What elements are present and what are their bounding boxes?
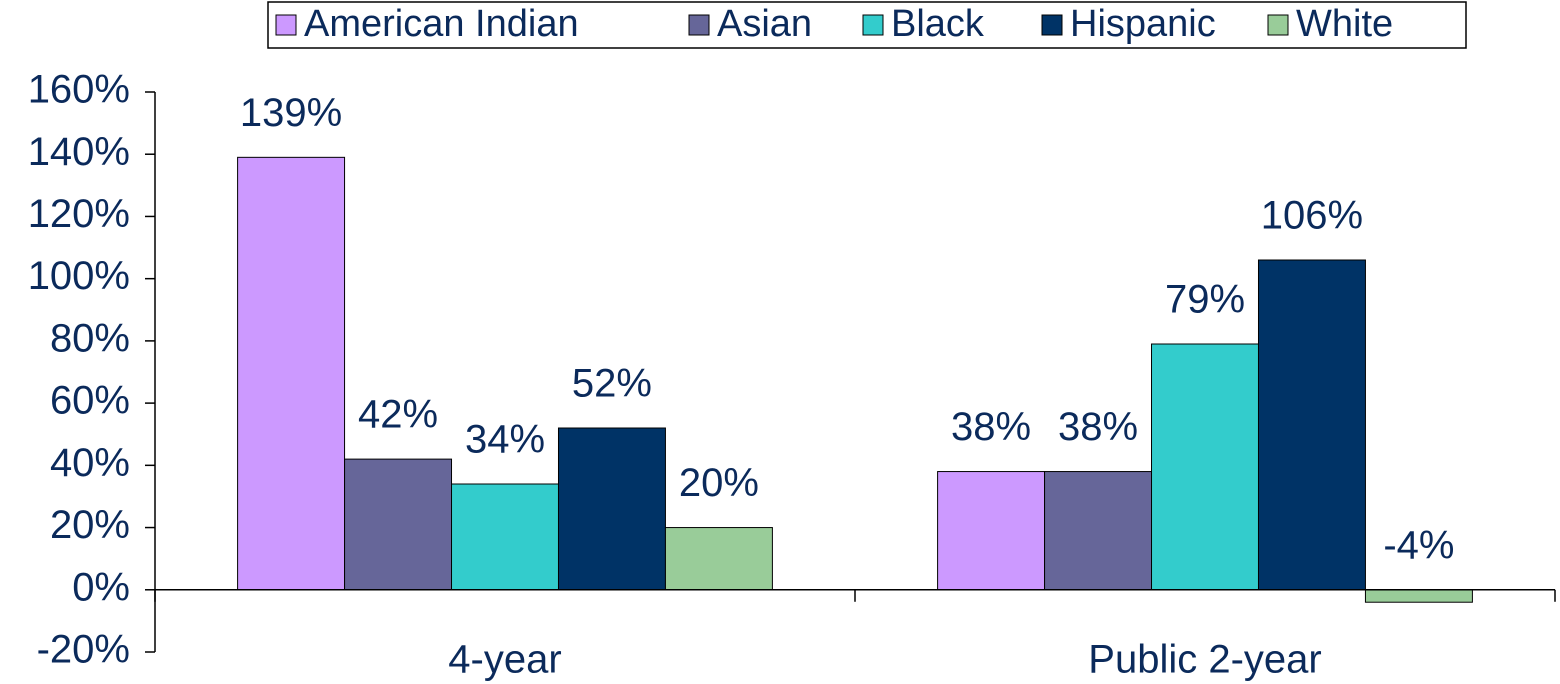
legend-swatch (1041, 14, 1063, 36)
legend-swatch (862, 14, 884, 36)
bar (237, 156, 346, 591)
y-tick-label: 80% (50, 316, 130, 360)
legend-label: Black (891, 3, 985, 45)
bar (1044, 471, 1153, 591)
bar (451, 483, 559, 591)
y-tick-label: 40% (50, 441, 130, 485)
y-tick-label: 20% (50, 503, 130, 547)
data-label: 106% (1261, 194, 1363, 238)
legend-swatch (1267, 14, 1289, 36)
data-label: 42% (358, 393, 438, 437)
legend-label: White (1296, 3, 1393, 45)
x-tick-label: Public 2-year (1088, 638, 1321, 682)
data-label: 20% (679, 461, 759, 505)
data-label: 38% (951, 405, 1031, 449)
y-tick-label: 0% (72, 565, 130, 609)
bar (557, 427, 666, 591)
y-tick-label: 140% (28, 130, 130, 174)
bar (664, 527, 773, 591)
data-label: -4% (1383, 523, 1454, 567)
bar (937, 471, 1046, 591)
x-tick-label: 4-year (448, 638, 561, 682)
legend-label: Hispanic (1070, 3, 1216, 45)
data-label: 38% (1058, 405, 1138, 449)
legend-swatch (275, 14, 297, 36)
legend-label: American Indian (304, 3, 579, 45)
bar (1364, 589, 1473, 603)
bar (1151, 343, 1259, 591)
bar (1257, 259, 1366, 591)
y-tick-label: -20% (37, 628, 130, 672)
data-label: 139% (240, 91, 342, 135)
data-label: 79% (1165, 278, 1245, 322)
y-tick-label: 100% (28, 254, 130, 298)
data-label: 52% (572, 362, 652, 406)
legend-label: Asian (717, 3, 812, 45)
legend-box (267, 1, 1467, 49)
legend-swatch (688, 14, 710, 36)
y-tick-label: 160% (28, 68, 130, 112)
y-tick-label: 60% (50, 379, 130, 423)
data-label: 34% (465, 418, 545, 462)
bar (344, 458, 453, 591)
y-tick-label: 120% (28, 192, 130, 236)
